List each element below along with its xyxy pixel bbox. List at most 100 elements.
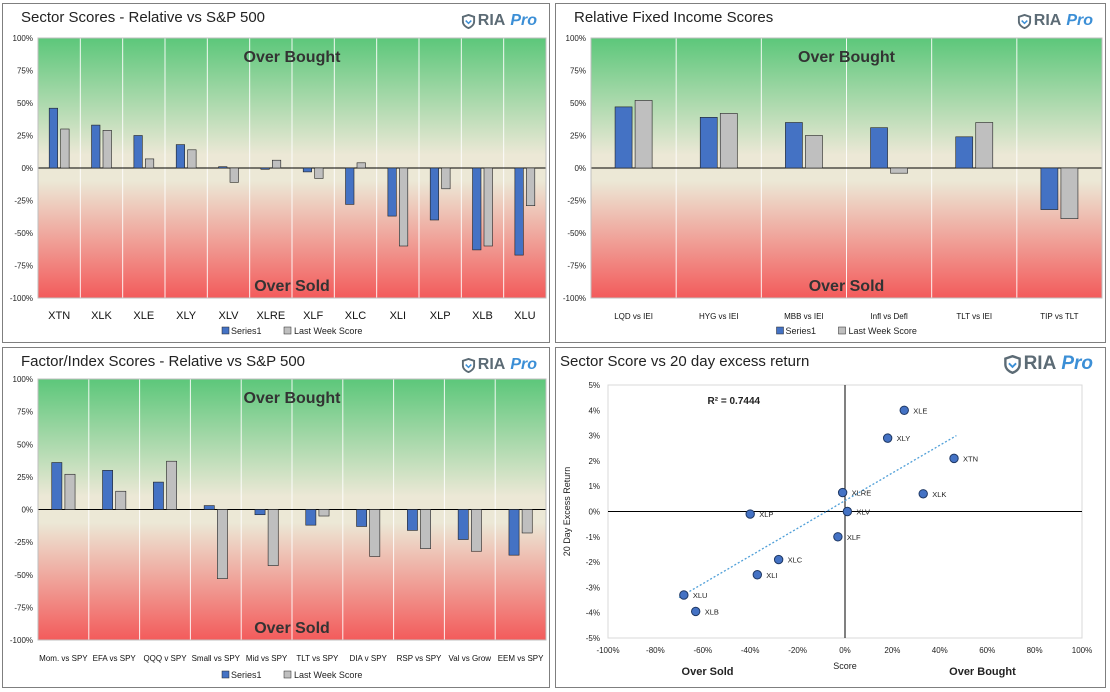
bar-last-week bbox=[441, 167, 451, 190]
y-tick-label: 0% bbox=[21, 506, 33, 515]
bar-last-week bbox=[369, 509, 381, 557]
y-tick-label: -100% bbox=[10, 636, 33, 645]
brand-name: RIA bbox=[477, 12, 506, 29]
category-label: XLB bbox=[472, 310, 493, 322]
category-label: XLU bbox=[514, 310, 535, 322]
bar-series1 bbox=[203, 505, 215, 510]
point-label: XLK bbox=[932, 490, 946, 499]
y-axis-title: 20 Day Excess Return bbox=[562, 467, 572, 557]
x-tick-label: 60% bbox=[979, 646, 995, 655]
shield-icon bbox=[461, 357, 475, 373]
bar-series1 bbox=[472, 167, 482, 251]
ria-pro-logo: RIA Pro bbox=[1003, 353, 1093, 375]
overbought-label: Over Bought bbox=[244, 49, 342, 66]
bar-series1 bbox=[870, 127, 888, 169]
trendline bbox=[678, 435, 957, 599]
bar-last-week bbox=[272, 159, 282, 169]
bar-last-week bbox=[399, 167, 409, 247]
plot-border bbox=[37, 37, 547, 299]
oversold-label: Over Sold bbox=[809, 278, 885, 295]
bar-last-week bbox=[102, 130, 112, 169]
bar-series1 bbox=[508, 509, 520, 556]
factor-bar-chart: 100% 75% 50% 25% 0% -25% -50% -75% -100% Mom. vs … bbox=[10, 375, 547, 680]
x-tick-label: -100% bbox=[596, 646, 619, 655]
y-tick-label: -25% bbox=[567, 197, 586, 206]
y-tick-label: -75% bbox=[567, 262, 586, 271]
panel-title: Factor/Index Scores - Relative vs S&P 50… bbox=[21, 353, 306, 370]
point-label: XLV bbox=[856, 508, 870, 517]
oversold-label: Over Sold bbox=[682, 666, 734, 678]
category-label: EEM vs SPY bbox=[498, 654, 544, 663]
bar-last-week bbox=[60, 128, 70, 169]
bar-series1 bbox=[387, 167, 397, 217]
scatter-point bbox=[842, 506, 853, 517]
bar-last-week bbox=[526, 167, 536, 207]
bar-series1 bbox=[51, 462, 63, 510]
bar-last-week bbox=[229, 167, 239, 183]
legend-swatch-series1 bbox=[221, 326, 230, 335]
y-tick-label: -100% bbox=[563, 294, 586, 303]
bar-series1 bbox=[514, 167, 524, 256]
r-squared-label: R² = 0.7444 bbox=[708, 396, 761, 407]
bar-last-week bbox=[805, 135, 823, 169]
bar-series1 bbox=[699, 117, 718, 169]
category-label: TLT vs IEI bbox=[956, 312, 992, 321]
bar-series1 bbox=[1040, 167, 1059, 210]
bar-last-week bbox=[314, 167, 324, 179]
y-tick-label: -5% bbox=[586, 634, 600, 643]
y-tick-label: -100% bbox=[10, 294, 33, 303]
panel-title: Sector Scores - Relative vs S&P 500 bbox=[21, 9, 265, 26]
bar-series1 bbox=[407, 509, 418, 531]
scatter-point bbox=[837, 487, 848, 498]
panel-title: Sector Score vs 20 day excess return bbox=[560, 353, 810, 370]
point-label: XLI bbox=[766, 571, 777, 580]
scatter-point bbox=[773, 554, 784, 565]
legend-label-series1: Series1 bbox=[231, 326, 262, 336]
x-axis-title: Score bbox=[833, 661, 857, 671]
category-label: EFA vs SPY bbox=[93, 654, 137, 663]
y-tick-label: 25% bbox=[17, 473, 33, 482]
point-label: XLF bbox=[847, 533, 861, 542]
x-tick-label: 20% bbox=[884, 646, 900, 655]
scatter-panel: Sector Score vs 20 day excess return RIA… bbox=[555, 347, 1106, 688]
shield-icon bbox=[1003, 354, 1021, 374]
category-label: Mom. vs SPY bbox=[39, 654, 88, 663]
bar-series1 bbox=[260, 167, 270, 170]
oversold-label: Over Sold bbox=[254, 278, 330, 295]
bar-series1 bbox=[785, 122, 803, 169]
legend-swatch-series1 bbox=[776, 326, 784, 335]
scatter-point bbox=[918, 489, 928, 499]
bar-last-week bbox=[1060, 167, 1079, 220]
point-label: XLU bbox=[693, 591, 708, 600]
brand-name: RIA bbox=[477, 356, 506, 373]
overbought-label: Over Bought bbox=[798, 49, 896, 66]
x-tick-label: 80% bbox=[1027, 646, 1043, 655]
bar-last-week bbox=[420, 509, 431, 549]
bar-series1 bbox=[48, 107, 58, 169]
y-tick-label: -2% bbox=[586, 558, 600, 567]
fixed-income-bar-chart: 100% 75% 50% 25% 0% -25% -50% -75% -100% LQD vs I… bbox=[563, 34, 1103, 336]
ria-pro-logo: RIA Pro bbox=[1017, 12, 1093, 30]
bar-series1 bbox=[614, 106, 633, 169]
y-tick-label: 50% bbox=[570, 99, 586, 108]
scatter-point bbox=[899, 405, 909, 415]
bar-series1 bbox=[302, 167, 312, 173]
bar-last-week bbox=[356, 162, 366, 169]
x-tick-label: -20% bbox=[788, 646, 807, 655]
category-label: DIA v SPY bbox=[350, 654, 388, 663]
ria-pro-logo: RIA Pro bbox=[461, 12, 537, 30]
bar-series1 bbox=[102, 470, 114, 510]
bar-series1 bbox=[91, 124, 101, 169]
scatter-point bbox=[679, 590, 689, 600]
ria-pro-logo: RIA Pro bbox=[461, 356, 537, 374]
category-label: Mid vs SPY bbox=[246, 654, 288, 663]
y-tick-label: 1% bbox=[588, 482, 600, 491]
scatter-point bbox=[949, 453, 959, 464]
y-tick-label: -50% bbox=[14, 229, 33, 238]
x-tick-label: -80% bbox=[646, 646, 665, 655]
y-tick-label: 0% bbox=[21, 164, 33, 173]
fixed-income-panel: Relative Fixed Income Scores RIA Pro 100%… bbox=[555, 3, 1106, 343]
category-label: TLT vs SPY bbox=[296, 654, 339, 663]
scatter-point bbox=[882, 433, 893, 443]
bar-last-week bbox=[64, 473, 76, 510]
